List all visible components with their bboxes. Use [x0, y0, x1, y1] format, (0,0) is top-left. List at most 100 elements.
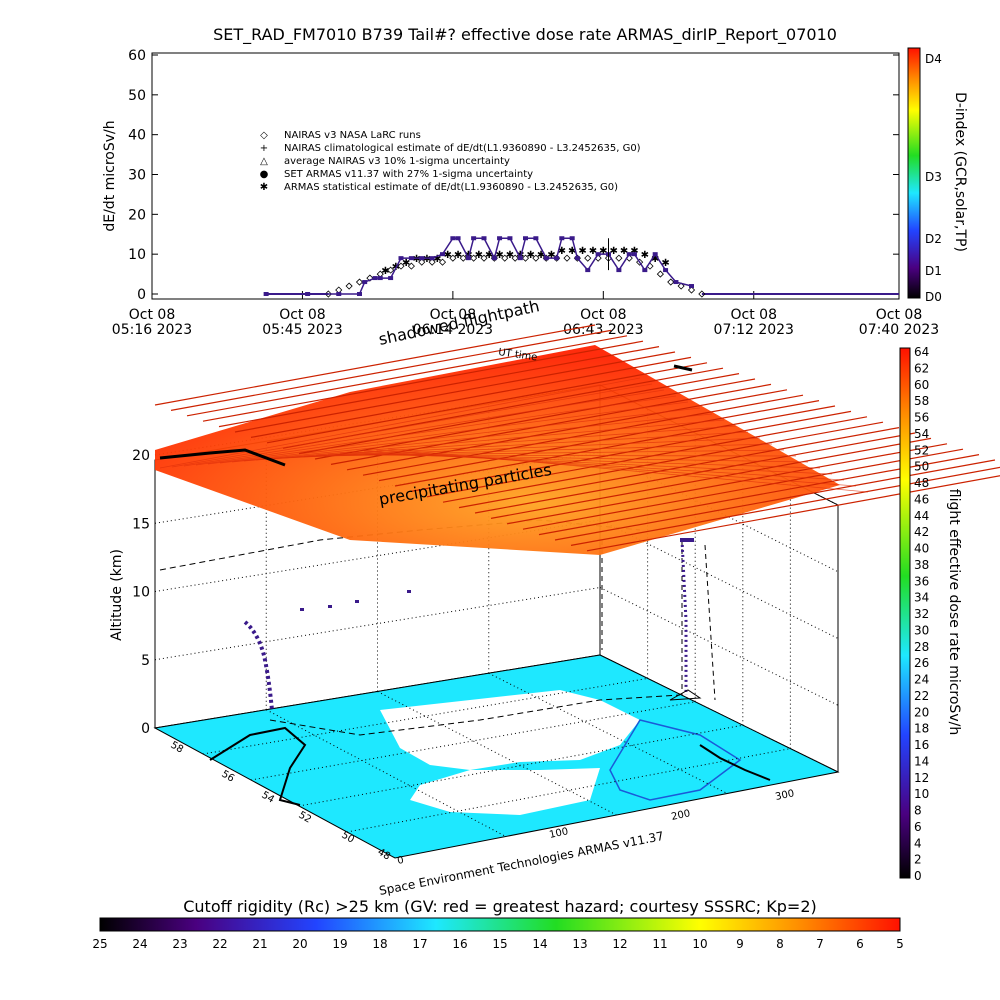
armas-point — [574, 256, 580, 261]
nairas-point — [667, 278, 675, 286]
dose-rate-tick-label: 38 — [914, 558, 929, 572]
armas-point — [689, 284, 694, 289]
panel-stripe — [490, 437, 932, 519]
armas-estimate-point: ✱ — [412, 254, 420, 265]
nairas-point — [563, 254, 571, 262]
y-tick-label: 60 — [128, 48, 146, 64]
nairas-point — [677, 282, 685, 290]
dose-rate-tick-label: 48 — [914, 476, 929, 490]
d-index-colorbar-fill — [907, 47, 921, 299]
x-tick-label-time: 06:14 2023 — [413, 322, 493, 338]
land-mass-3 — [609, 719, 742, 801]
shadowed-flightpath-line — [159, 448, 286, 467]
top-legend: ◇ NAIRAS v3 NASA LaRC runs + NAIRAS climato… — [260, 130, 641, 193]
cruise-point — [680, 538, 694, 542]
rigidity-tick-label: 17 — [412, 937, 427, 951]
land-mass-2 — [410, 768, 600, 815]
cruise-point — [328, 605, 332, 608]
x-tick-label-date: Oct 08 — [731, 307, 777, 323]
armas-estimate-point: ✱ — [651, 254, 659, 265]
nairas-point — [428, 258, 436, 266]
dose-rate-tick-label: 44 — [914, 509, 929, 523]
panel-stripes — [154, 324, 1000, 552]
d-index-tick-label: D3 — [925, 170, 942, 184]
dose-rate-tick-label: 16 — [914, 738, 929, 752]
dose-rate-tick-label: 28 — [914, 640, 929, 654]
nairas-point — [521, 254, 530, 262]
panel-stripe — [298, 373, 740, 455]
panel-stripe — [375, 449, 857, 487]
dose-rate-tick-label: 24 — [914, 673, 929, 687]
dose-rate-tick-label: 34 — [914, 591, 929, 605]
panel-stripe — [506, 443, 948, 525]
altitude-tick-label: 15 — [132, 516, 150, 532]
top-plot-frame — [151, 52, 900, 300]
dose-rate-tick-label: 6 — [914, 820, 922, 834]
nairas-point — [397, 262, 405, 270]
panel-stripe — [202, 340, 644, 422]
armas-estimate-point: ✱ — [537, 250, 545, 261]
cutoff-rigidity-bar: Cutoff rigidity (Rc) >25 km (GV: red = g… — [92, 897, 903, 951]
cruise-point — [300, 608, 304, 611]
panel-stripe — [250, 356, 692, 438]
d-index-colorbar: D0 D1 D2 D3 D4 D-index (GCR,solar,TP) — [907, 47, 968, 304]
armas-estimate-point: ✱ — [506, 250, 514, 261]
dose-rate-tick-label: 10 — [914, 787, 929, 801]
legend-symbol: + — [260, 143, 268, 154]
armas-estimate-point: ✱ — [620, 246, 628, 257]
panel-stripe — [410, 410, 852, 492]
armas-estimate-point: ✱ — [630, 246, 638, 257]
armas-estimate-point: ✱ — [641, 250, 649, 261]
dose-rate-ticks: 0246810121416182022242628303234363840424… — [914, 345, 929, 883]
nairas-point — [407, 262, 415, 270]
nairas-point — [656, 270, 664, 278]
d-index-tick-label: D2 — [925, 232, 942, 246]
rigidity-tick-label: 18 — [372, 937, 387, 951]
panel-stripe — [387, 448, 869, 493]
armas-point — [491, 256, 497, 261]
dose-rate-tick-label: 4 — [914, 836, 922, 850]
descent-track — [680, 539, 688, 695]
armas-estimate-point: ✱ — [475, 250, 483, 261]
armas-estimate-point: ✱ — [661, 258, 669, 269]
coastline-east — [699, 744, 771, 781]
x-tick-label-date: Oct 08 — [876, 307, 922, 323]
wall-gridline — [599, 587, 839, 706]
armas-estimate-point: ✱ — [495, 250, 503, 261]
nairas-point — [480, 254, 488, 262]
panel-stripe — [474, 432, 916, 514]
dose-rate-tick-label: 60 — [914, 378, 929, 392]
ground-map — [153, 654, 840, 859]
dose-rate-tick-label: 20 — [914, 705, 929, 719]
armas-point — [507, 236, 513, 241]
nairas-point — [532, 254, 540, 262]
nairas-point — [470, 254, 478, 262]
armas-series-line — [266, 237, 692, 295]
d-index-tick-label: D1 — [925, 264, 942, 278]
dose-rate-tick-label: 22 — [914, 689, 929, 703]
armas-point — [616, 268, 622, 273]
armas-point — [585, 268, 591, 273]
dose-rate-tick-label: 26 — [914, 656, 929, 670]
nairas-point — [687, 286, 696, 294]
altitude-tick-label: 20 — [132, 448, 150, 464]
legend-label: NAIRAS v3 NASA LaRC runs — [284, 130, 421, 141]
nairas-point — [324, 290, 332, 298]
nairas-point — [449, 254, 457, 262]
precipitating-particles-panel — [154, 324, 1000, 555]
rigidity-tick-label: 14 — [532, 937, 547, 951]
dose-rate-tick-label: 18 — [914, 722, 929, 736]
d-index-tick-label: D0 — [925, 290, 942, 304]
d-index-tick-label: D4 — [925, 52, 942, 66]
nairas-point — [355, 278, 364, 286]
nairas-point — [501, 254, 509, 262]
rigidity-tick-label: 9 — [736, 937, 744, 951]
armas-point — [419, 256, 425, 261]
legend-symbol: ● — [260, 169, 269, 180]
armas-point — [377, 276, 383, 281]
panel-stripe — [346, 389, 788, 471]
dose-rate-tick-label: 52 — [914, 443, 929, 457]
armas-point — [388, 276, 394, 281]
annotation-ut-time: UT time — [498, 347, 538, 363]
